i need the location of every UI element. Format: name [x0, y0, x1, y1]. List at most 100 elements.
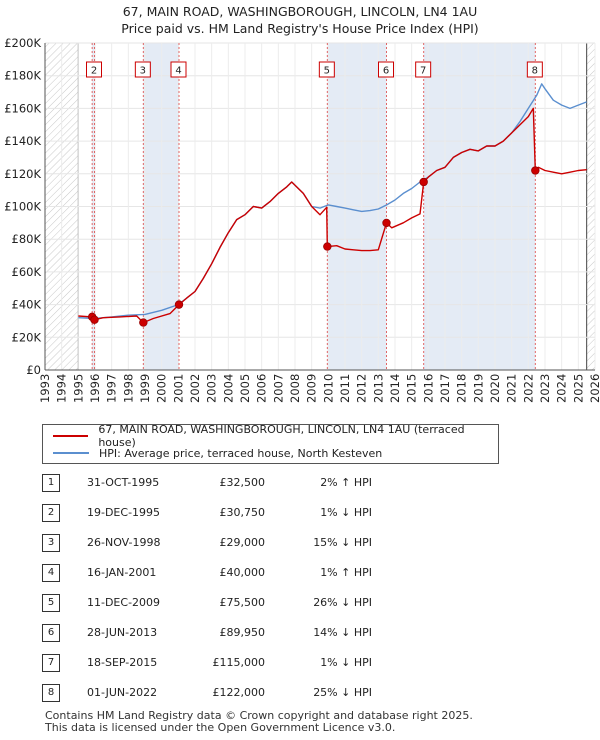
sale-label-text-4: 4: [175, 66, 181, 77]
chart-title: 67, MAIN ROAD, WASHINGBOROUGH, LINCOLN, …: [0, 3, 600, 37]
y-tick-label: £60K: [12, 265, 42, 279]
x-tick-label: 1997: [105, 374, 119, 403]
footer-licence: This data is licensed under the Open Gov…: [45, 721, 396, 734]
x-tick-label: 2001: [171, 374, 185, 403]
row-hpi: 1% ↓ HPI: [320, 656, 372, 669]
legend-item-property: 67, MAIN ROAD, WASHINGBOROUGH, LINCOLN, …: [53, 423, 498, 449]
x-tick-label: 2017: [438, 374, 452, 403]
y-tick-label: £20K: [12, 330, 42, 344]
row-hpi: 14% ↓ HPI: [313, 626, 372, 639]
y-tick-label: £40K: [12, 298, 42, 312]
row-hpi: 1% ↓ HPI: [320, 506, 372, 519]
row-hpi: 1% ↑ HPI: [320, 566, 372, 579]
sale-label-box-4: [170, 61, 187, 78]
x-tick-label: 2009: [305, 374, 319, 403]
x-tick-label: 2019: [471, 374, 485, 403]
row-date: 18-SEP-2015: [87, 656, 158, 669]
table-row: 1 31-OCT-1995 £32,500 2% ↑ HPI: [42, 474, 442, 494]
x-tick-label: 1993: [38, 374, 52, 403]
x-tick-label: 1995: [71, 374, 85, 403]
sale-label-text-3: 3: [140, 66, 146, 77]
x-tick-label: 2008: [288, 374, 302, 403]
sale-marker-8: [531, 166, 540, 175]
table-row: 5 11-DEC-2009 £75,500 26% ↓ HPI: [42, 594, 442, 614]
sale-label-text-5: 5: [324, 66, 330, 77]
x-tick-label: 1999: [138, 374, 152, 403]
row-number-badge: 3: [42, 534, 60, 552]
row-date: 01-JUN-2022: [87, 686, 158, 699]
x-tick-label: 1996: [88, 374, 102, 403]
x-tick-label: 2007: [271, 374, 285, 403]
sale-marker-5: [323, 242, 332, 251]
row-number-badge: 7: [42, 654, 60, 672]
x-tick-label: 1994: [55, 374, 69, 403]
table-row: 4 16-JAN-2001 £40,000 1% ↑ HPI: [42, 564, 442, 584]
sale-label-box-7: [415, 61, 432, 78]
x-tick-label: 1998: [121, 374, 135, 403]
row-price: £75,500: [219, 596, 266, 609]
table-row: 8 01-JUN-2022 £122,000 25% ↓ HPI: [42, 684, 442, 704]
row-hpi: 2% ↑ HPI: [320, 476, 372, 489]
row-price: £29,000: [219, 536, 266, 549]
y-tick-label: £120K: [4, 167, 41, 181]
x-tick-label: 2026: [588, 374, 600, 403]
row-price: £122,000: [212, 686, 266, 699]
x-tick-label: 2012: [355, 374, 369, 403]
row-date: 26-NOV-1998: [87, 536, 161, 549]
x-tick-label: 2006: [255, 374, 269, 403]
sale-marker-2: [90, 315, 99, 324]
table-row: 6 28-JUN-2013 £89,950 14% ↓ HPI: [42, 624, 442, 644]
row-date: 31-OCT-1995: [87, 476, 160, 489]
x-tick-label: 2003: [205, 374, 219, 403]
sale-label-box-8: [526, 61, 543, 78]
x-tick-label: 2004: [221, 374, 235, 403]
row-number-badge: 5: [42, 594, 60, 612]
x-tick-label: 2022: [521, 374, 535, 403]
legend-swatch-hpi: [53, 452, 89, 454]
title-line-1: 67, MAIN ROAD, WASHINGBOROUGH, LINCOLN, …: [122, 4, 478, 19]
y-tick-label: £200K: [4, 36, 41, 50]
legend: 67, MAIN ROAD, WASHINGBOROUGH, LINCOLN, …: [42, 423, 499, 464]
x-tick-label: 2013: [371, 374, 385, 403]
sale-label-text-2: 2: [91, 66, 97, 77]
row-date: 28-JUN-2013: [87, 626, 158, 639]
x-tick-label: 2016: [421, 374, 435, 403]
row-number-badge: 8: [42, 684, 60, 702]
x-tick-label: 2000: [155, 374, 169, 403]
row-hpi: 25% ↓ HPI: [313, 686, 372, 699]
x-tick-label: 2015: [405, 374, 419, 403]
table-row: 2 19-DEC-1995 £30,750 1% ↓ HPI: [42, 504, 442, 524]
row-price: £115,000: [212, 656, 266, 669]
sale-label-box-3: [134, 61, 151, 78]
y-tick-label: £160K: [4, 101, 41, 115]
sale-label-text-7: 7: [420, 66, 426, 77]
x-tick-label: 2023: [538, 374, 552, 403]
x-tick-label: 2024: [555, 374, 569, 403]
row-number-badge: 6: [42, 624, 60, 642]
table-row: 7 18-SEP-2015 £115,000 1% ↓ HPI: [42, 654, 442, 674]
legend-swatch-property: [53, 435, 89, 437]
row-hpi: 26% ↓ HPI: [313, 596, 372, 609]
y-tick-label: £0: [26, 363, 41, 377]
footer-copyright: Contains HM Land Registry data © Crown c…: [45, 709, 473, 722]
footer: Contains HM Land Registry data © Crown c…: [45, 710, 473, 734]
row-date: 11-DEC-2009: [87, 596, 161, 609]
row-number-badge: 2: [42, 504, 60, 522]
x-tick-label: 2018: [455, 374, 469, 403]
row-price: £89,950: [219, 626, 266, 639]
x-tick-label: 2021: [505, 374, 519, 403]
row-hpi: 15% ↓ HPI: [313, 536, 372, 549]
sale-label-box-2: [86, 61, 102, 78]
x-tick-label: 2005: [238, 374, 252, 403]
sale-marker-6: [382, 218, 391, 228]
property-price-line: [78, 107, 587, 324]
sale-marker-7: [419, 177, 428, 187]
legend-label-property: 67, MAIN ROAD, WASHINGBOROUGH, LINCOLN, …: [98, 423, 465, 449]
sale-label-text-8: 8: [532, 66, 538, 77]
price-chart: 2 3 4 5 6 7 8 £0 £20K £40K £60K £80K £100K £120K £140…: [4, 36, 600, 403]
row-price: £32,500: [219, 476, 266, 489]
sale-label-box-6: [378, 61, 394, 78]
sale-label-box-5: [318, 61, 335, 78]
legend-label-hpi: HPI: Average price, terraced house, Nort…: [99, 446, 383, 460]
row-price: £40,000: [219, 566, 266, 579]
